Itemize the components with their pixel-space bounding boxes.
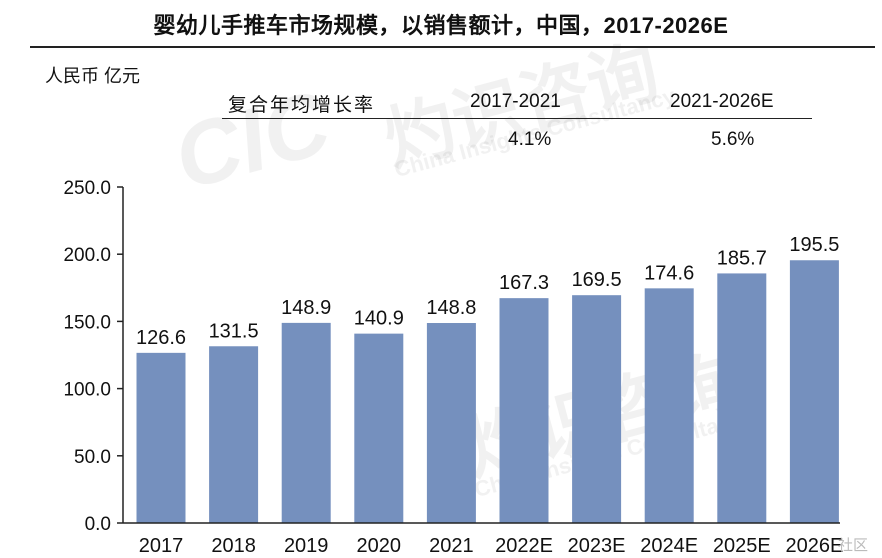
cagr-divider <box>222 118 812 119</box>
bar <box>572 295 622 523</box>
x-tick-label: 2023E <box>568 535 626 557</box>
cagr-value-2: 5.6% <box>711 129 755 150</box>
y-tick-label: 250.0 <box>63 178 111 199</box>
x-tick-label: 2020 <box>357 535 402 557</box>
x-tick-label: 2021 <box>429 535 474 557</box>
bar-value-label: 169.5 <box>572 269 622 291</box>
bar <box>136 352 186 523</box>
bar <box>354 333 404 523</box>
y-tick-label: 150.0 <box>63 312 111 333</box>
cagr-period-1: 2017-2021 <box>470 91 561 112</box>
chart-title: 婴幼儿手推车市场规模，以销售额计，中国，2017-2026E <box>153 13 729 38</box>
bar <box>717 273 767 523</box>
x-tick-label: 2017 <box>139 535 184 557</box>
x-tick-label: 2024E <box>640 535 698 557</box>
x-tick-label: 2025E <box>713 535 771 557</box>
y-tick-label: 50.0 <box>74 447 111 468</box>
bar-value-label: 195.5 <box>789 234 839 256</box>
bar-value-label: 131.5 <box>209 320 259 342</box>
bar-value-label: 140.9 <box>354 308 404 330</box>
bar <box>644 288 694 523</box>
unit-label: 人民币 亿元 <box>45 66 141 86</box>
x-tick-label: 2026E <box>785 535 843 557</box>
bar <box>789 260 839 523</box>
bar-value-label: 126.6 <box>136 327 186 349</box>
x-tick-label: 2022E <box>495 535 553 557</box>
cagr-label: 复合年均增长率 <box>228 95 376 116</box>
bar-value-label: 185.7 <box>717 247 767 269</box>
bar-value-label: 167.3 <box>499 272 549 294</box>
title-divider <box>30 46 875 48</box>
y-tick-label: 100.0 <box>63 380 111 401</box>
bar <box>281 322 331 523</box>
cagr-value-1: 4.1% <box>508 129 552 150</box>
y-tick-label: 0.0 <box>85 514 111 535</box>
bar-value-label: 148.9 <box>281 297 331 319</box>
cagr-period-2: 2021-2026E <box>670 91 774 112</box>
bar-value-label: 148.8 <box>426 297 476 319</box>
bar <box>209 346 259 523</box>
bar-value-label: 174.6 <box>644 262 694 284</box>
y-tick-label: 200.0 <box>63 245 111 266</box>
bar <box>499 298 549 523</box>
x-tick-label: 2018 <box>211 535 256 557</box>
watermark-corner: 社区 <box>838 537 869 554</box>
x-tick-label: 2019 <box>284 535 329 557</box>
bar <box>426 323 476 523</box>
